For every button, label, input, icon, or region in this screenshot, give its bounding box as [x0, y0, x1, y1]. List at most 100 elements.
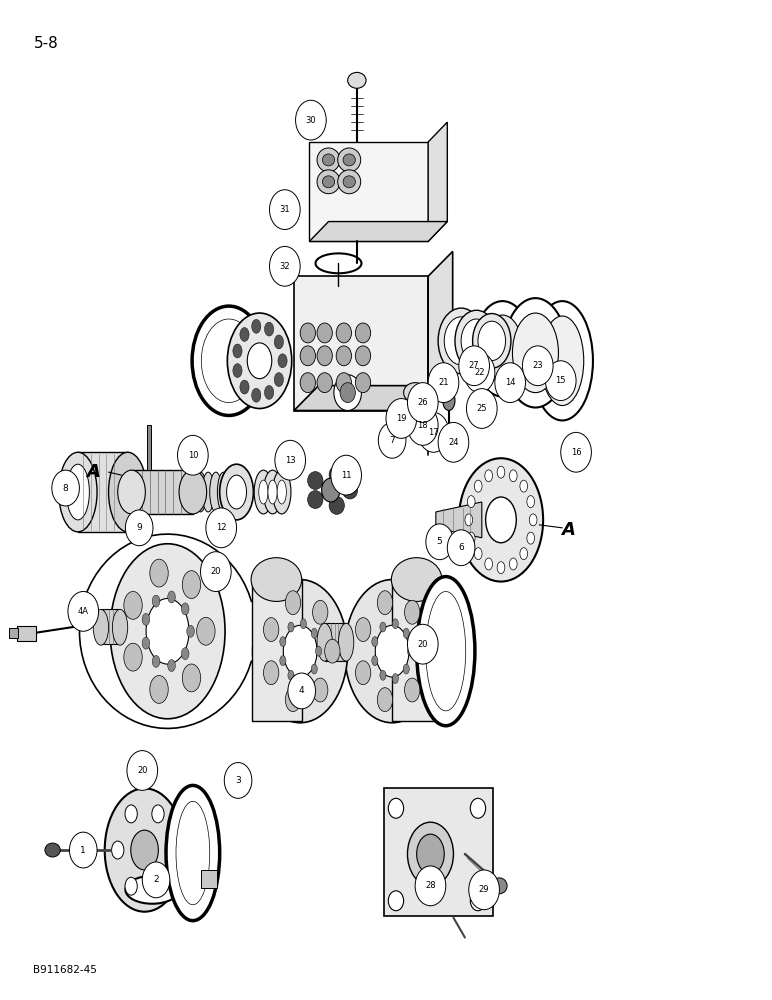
Ellipse shape [343, 154, 355, 166]
Ellipse shape [340, 383, 355, 403]
Circle shape [408, 624, 438, 664]
Ellipse shape [279, 656, 286, 666]
Ellipse shape [278, 354, 287, 368]
Ellipse shape [150, 559, 168, 587]
Text: 10: 10 [188, 451, 198, 460]
Ellipse shape [288, 622, 294, 632]
Ellipse shape [459, 458, 543, 582]
Circle shape [225, 763, 252, 798]
Text: 31: 31 [279, 205, 290, 214]
Circle shape [408, 406, 438, 445]
Text: 32: 32 [279, 262, 290, 271]
Ellipse shape [392, 619, 398, 629]
Ellipse shape [233, 364, 242, 378]
Ellipse shape [424, 411, 433, 439]
Ellipse shape [218, 472, 229, 512]
Ellipse shape [380, 670, 386, 680]
Ellipse shape [300, 674, 306, 684]
Ellipse shape [152, 805, 164, 823]
Ellipse shape [277, 480, 286, 504]
Ellipse shape [323, 176, 334, 188]
Ellipse shape [316, 253, 361, 273]
Bar [325, 623, 346, 661]
Ellipse shape [142, 637, 150, 649]
Ellipse shape [165, 841, 178, 859]
Text: 23: 23 [533, 361, 543, 370]
Ellipse shape [176, 801, 210, 905]
Ellipse shape [45, 843, 60, 857]
Circle shape [296, 100, 327, 140]
Ellipse shape [286, 591, 300, 615]
Ellipse shape [409, 391, 422, 410]
Bar [16, 626, 36, 641]
Circle shape [68, 591, 99, 631]
Ellipse shape [265, 322, 274, 336]
Circle shape [428, 363, 459, 403]
Ellipse shape [378, 591, 393, 615]
Ellipse shape [325, 639, 340, 663]
Ellipse shape [202, 472, 215, 512]
Ellipse shape [259, 480, 268, 504]
Circle shape [523, 346, 553, 386]
Ellipse shape [372, 637, 378, 647]
Ellipse shape [265, 385, 274, 399]
Ellipse shape [541, 316, 584, 406]
Circle shape [178, 435, 208, 475]
Ellipse shape [283, 625, 317, 677]
Ellipse shape [300, 346, 316, 366]
Ellipse shape [317, 323, 333, 343]
Ellipse shape [317, 148, 340, 172]
Circle shape [546, 361, 576, 401]
Polygon shape [428, 251, 452, 410]
Ellipse shape [417, 834, 444, 874]
Ellipse shape [181, 648, 189, 660]
Text: 28: 28 [425, 881, 435, 890]
Ellipse shape [388, 891, 404, 911]
Circle shape [331, 455, 361, 495]
Circle shape [69, 832, 97, 868]
Ellipse shape [240, 380, 249, 394]
Ellipse shape [201, 319, 256, 403]
Text: 7: 7 [389, 436, 395, 445]
Text: 4: 4 [299, 686, 304, 695]
Polygon shape [436, 502, 482, 538]
Circle shape [275, 440, 306, 480]
Ellipse shape [152, 655, 160, 667]
Text: 8: 8 [63, 484, 69, 493]
Text: 30: 30 [306, 116, 317, 125]
Ellipse shape [470, 891, 486, 911]
Ellipse shape [442, 391, 455, 410]
Ellipse shape [254, 470, 273, 514]
Ellipse shape [142, 613, 150, 625]
Circle shape [408, 383, 438, 422]
Ellipse shape [444, 317, 478, 365]
Circle shape [447, 530, 475, 566]
Ellipse shape [474, 548, 482, 560]
Ellipse shape [210, 472, 222, 512]
Ellipse shape [482, 315, 523, 383]
Circle shape [127, 751, 157, 790]
Ellipse shape [112, 841, 124, 859]
Ellipse shape [317, 373, 333, 393]
Ellipse shape [124, 643, 142, 671]
Circle shape [438, 422, 469, 462]
Polygon shape [310, 142, 428, 241]
Ellipse shape [492, 878, 507, 894]
Ellipse shape [527, 496, 534, 508]
Circle shape [288, 673, 316, 709]
Ellipse shape [263, 661, 279, 685]
Circle shape [415, 866, 445, 906]
Ellipse shape [455, 310, 498, 372]
Ellipse shape [252, 580, 347, 723]
Ellipse shape [392, 674, 398, 684]
Ellipse shape [125, 877, 137, 895]
Circle shape [459, 346, 489, 386]
Ellipse shape [426, 591, 466, 711]
Ellipse shape [130, 830, 158, 870]
Ellipse shape [322, 478, 340, 502]
Bar [201, 870, 218, 888]
Text: 14: 14 [505, 378, 516, 387]
Ellipse shape [510, 470, 517, 482]
Ellipse shape [380, 622, 386, 632]
Text: 15: 15 [556, 376, 566, 385]
